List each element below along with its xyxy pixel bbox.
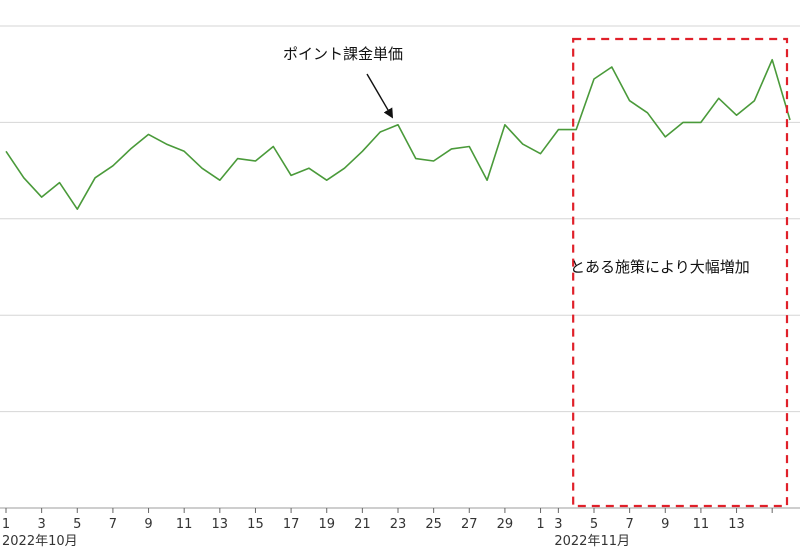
x-tick-label: 7: [109, 517, 117, 532]
annotation-arrow: [366, 73, 394, 119]
series-line: [5, 58, 791, 210]
x-tick-label: 7: [625, 517, 633, 532]
x-tick-label: 1: [2, 517, 10, 532]
highlight-region-box: [572, 37, 789, 508]
x-tick-label: 11: [693, 517, 710, 532]
x-tick-label: 27: [461, 517, 478, 532]
x-tick-label: 11: [176, 517, 193, 532]
x-tick-label: 9: [144, 517, 152, 532]
x-tick-label: 9: [661, 517, 669, 532]
gridlines: [0, 25, 800, 413]
x-tick-label: 17: [283, 517, 300, 532]
x-axis: 1 3 5 7 9 11 13 15 17 19 21 23 25 27 29 1 3 5 7 9 11 132022年1…: [0, 507, 800, 549]
x-tick-label: 5: [73, 517, 81, 532]
x-tick-label: 13: [728, 517, 745, 532]
annotations: とある施策により大幅増加 ポイント課金単価: [283, 37, 789, 508]
x-month-label: 2022年11月: [554, 534, 630, 549]
x-tick-label: 25: [425, 517, 442, 532]
series-layer: [5, 58, 791, 210]
x-tick-label: 19: [318, 517, 335, 532]
x-tick-label: 1: [536, 517, 544, 532]
x-tick-label: 3: [37, 517, 45, 532]
x-tick-label: 15: [247, 517, 264, 532]
annotation-series-label: ポイント課金単価: [283, 45, 403, 63]
x-tick-label: 29: [497, 517, 514, 532]
x-tick-label: 21: [354, 517, 371, 532]
x-tick-label: 23: [390, 517, 407, 532]
x-tick-label: 3: [554, 517, 562, 532]
x-month-label: 2022年10月: [2, 534, 78, 549]
annotation-increase-label: とある施策により大幅増加: [570, 258, 750, 276]
x-tick-label: 5: [590, 517, 598, 532]
x-tick-label: 13: [212, 517, 229, 532]
